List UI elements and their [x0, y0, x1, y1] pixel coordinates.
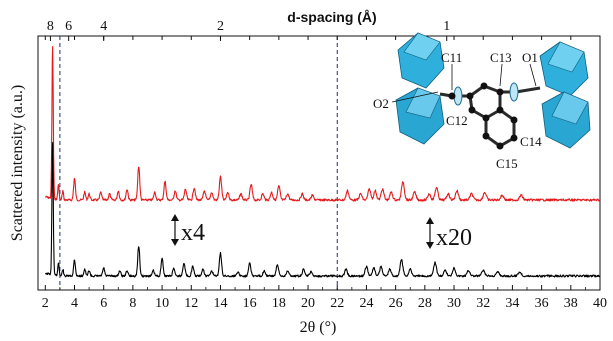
atom	[468, 106, 476, 114]
atom	[510, 116, 518, 124]
x-tick-label: 16	[243, 296, 257, 311]
top-tick-label: 4	[100, 19, 107, 34]
atom	[482, 114, 490, 122]
x4-arrow-down-head	[171, 239, 179, 246]
leader-o2	[391, 91, 439, 103]
atom-c13	[496, 88, 504, 96]
left-polyhedra	[395, 32, 445, 145]
structure-inset: C11 C12 C13 O1 O2 C14 C15	[373, 32, 591, 171]
x-tick-label: 36	[535, 296, 549, 311]
carboxyl-right-lobe	[509, 82, 519, 102]
plot-frame	[37, 35, 601, 291]
top-tick-label: 8	[47, 19, 54, 34]
atom-label-c12: C12	[446, 113, 468, 128]
bond-carboxyl-o1	[515, 86, 541, 94]
atom-c12	[466, 92, 474, 100]
x-tick-label: 14	[213, 296, 227, 311]
atom-label-c14: C14	[520, 134, 542, 149]
atom-c11	[448, 92, 456, 100]
x20-annotation: x20	[426, 217, 472, 251]
x-tick-label: 40	[593, 296, 607, 311]
x-tick-label: 20	[301, 296, 315, 311]
polyhedron-right-top-face	[547, 41, 585, 73]
x20-label: x20	[436, 225, 472, 251]
top-tick-label: 2	[217, 19, 224, 34]
top-axis-title: d-spacing (Å)	[287, 9, 376, 25]
x-tick-label: 28	[418, 296, 432, 311]
x-tick-label: 22	[330, 296, 344, 311]
series-black-curve	[44, 142, 601, 278]
leader-o1	[529, 63, 537, 87]
polyhedron-left-top-face	[403, 32, 441, 61]
polyhedron-right-bottom-face	[551, 91, 589, 125]
atom	[480, 82, 488, 90]
atom-c15	[496, 142, 504, 150]
x-tick-label: 2	[42, 296, 49, 311]
leader-c13	[499, 63, 503, 87]
x20-arrow-down-head	[426, 242, 434, 249]
x-tick-label: 18	[272, 296, 286, 311]
x-tick-label: 12	[184, 296, 198, 311]
atom	[482, 132, 490, 140]
x-tick-label: 10	[155, 296, 169, 311]
top-tick-label: 6	[65, 19, 72, 34]
atom-label-o2: O2	[373, 96, 389, 111]
right-polyhedra	[539, 41, 591, 149]
x4-label: x4	[181, 220, 205, 246]
atom-label-c15: C15	[496, 156, 518, 171]
x-tick-label: 6	[100, 296, 107, 311]
x-tick-label: 30	[447, 296, 461, 311]
atom	[496, 106, 504, 114]
x-tick-label: 26	[389, 296, 403, 311]
x-tick-label: 38	[564, 296, 578, 311]
x4-arrow-up-head	[171, 214, 179, 221]
atom-label-o1: O1	[522, 50, 538, 65]
x-tick-label: 24	[359, 296, 373, 311]
series-red-curve	[45, 45, 600, 202]
atom-label-c13: C13	[490, 50, 512, 65]
x20-arrow-up-head	[426, 217, 434, 224]
y-axis-title: Scattered intensity (a.u.)	[9, 85, 26, 241]
x4-annotation: x4	[171, 214, 205, 246]
x-tick-label: 34	[505, 296, 519, 311]
top-tick-label: 1	[443, 19, 450, 34]
atom-label-c11: C11	[441, 50, 462, 65]
x-tick-label: 4	[71, 296, 78, 311]
molecule-atoms	[448, 82, 518, 150]
x-tick-label: 8	[129, 296, 136, 311]
atom-c14	[510, 134, 518, 142]
x-axis-title: 2θ (°)	[300, 319, 337, 336]
x-tick-label: 32	[476, 296, 490, 311]
